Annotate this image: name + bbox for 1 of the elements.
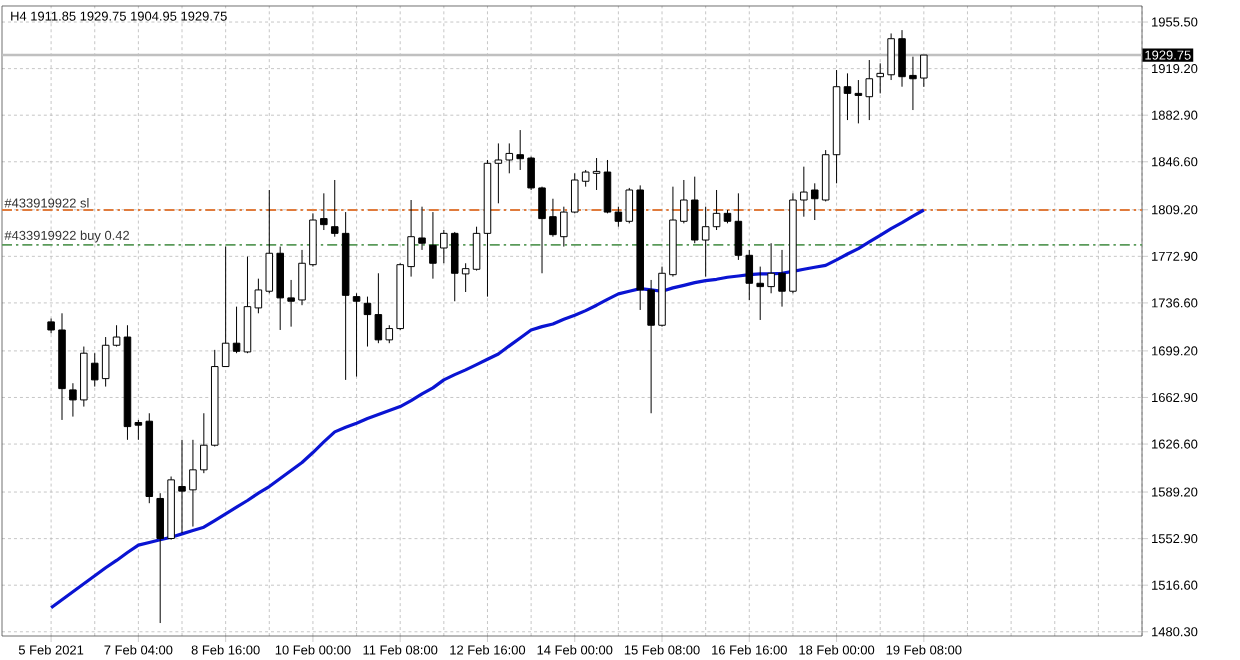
candlestick	[352, 292, 361, 378]
